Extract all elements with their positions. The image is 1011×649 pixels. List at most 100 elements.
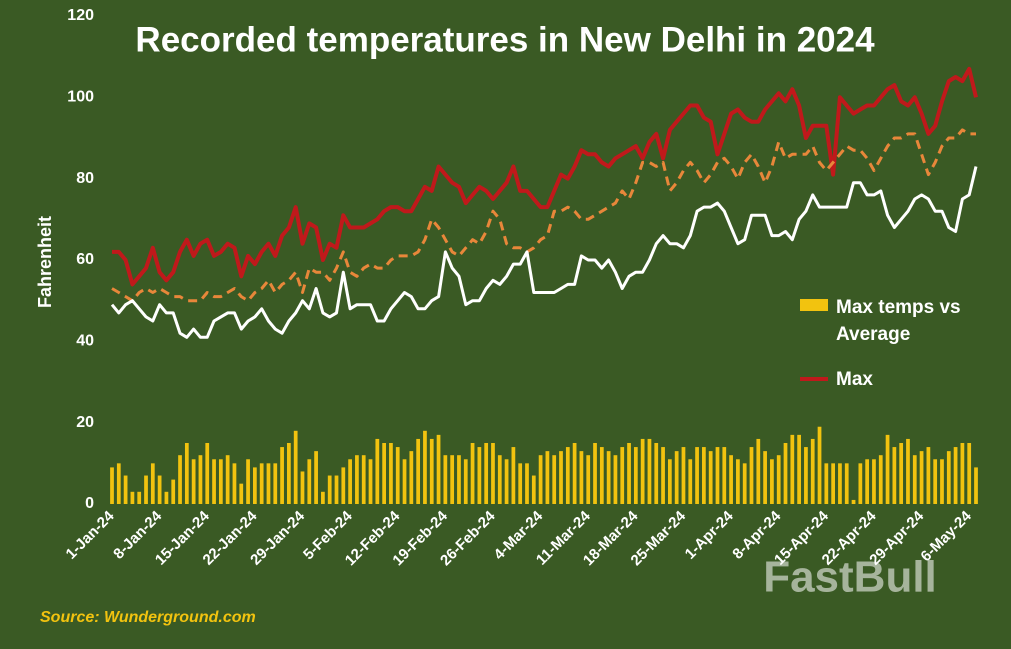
bar [756,438,761,504]
bar [538,455,543,504]
bar [933,459,938,504]
bar [348,459,352,504]
bar [899,443,904,504]
bar [749,447,754,504]
bar [382,443,386,504]
bar [674,451,679,504]
bar [606,451,611,504]
bar [259,463,264,504]
line [111,128,976,303]
bar [144,475,148,504]
bar [531,475,536,504]
bar [695,447,699,504]
bar [171,479,176,504]
y-tick-label: 80 [76,170,94,187]
bar [953,447,958,504]
bar [477,447,482,504]
y-tick-label: 20 [76,414,94,431]
bar [450,455,455,504]
x-tick-label: 1-Jan-24 [63,507,119,563]
bar [742,463,747,504]
bar [511,447,516,504]
bar [722,447,727,504]
bar [926,447,931,504]
y-tick-label: 60 [76,251,94,268]
bar [872,459,876,504]
bar [123,475,128,504]
bar [831,463,836,504]
bar [164,491,169,504]
bar [525,463,529,504]
bar [688,459,693,504]
bar [436,434,441,504]
bar [906,438,910,504]
bar [817,426,822,504]
bar [940,459,944,504]
bar [252,467,257,504]
bar [613,455,618,504]
bar [770,459,774,504]
bar [341,467,346,504]
bar [702,447,706,504]
bar [191,459,196,504]
bar [457,455,461,504]
bar [946,451,951,504]
bar [293,430,298,504]
bar [783,443,788,504]
bar [416,438,421,504]
bar [729,455,733,504]
bar [307,459,312,504]
bar [565,447,570,504]
bar [708,451,713,504]
legend-label: Max [836,369,873,390]
y-tick-label: 100 [67,89,94,106]
bar [804,447,808,504]
bar [246,459,250,504]
bar [280,447,284,504]
bar [627,443,631,504]
bar [776,455,781,504]
y-tick-label: 120 [67,7,94,24]
bar [504,459,509,504]
bar [552,455,557,504]
bar [559,451,563,504]
bar [198,455,203,504]
bar [654,443,659,504]
bar [389,443,393,504]
bar [130,491,135,504]
bar [633,447,638,504]
bar [205,443,210,504]
y-tick-label: 40 [76,333,94,350]
bar [287,443,291,504]
bar [402,459,407,504]
bar [681,447,686,504]
watermark: FastBull [763,553,937,602]
chart-title: Recorded temperatures in New Delhi in 20… [135,20,875,59]
line [112,66,978,287]
bar [545,451,550,504]
bar [225,455,230,504]
bar [266,463,271,504]
bar [810,438,815,504]
bar [157,475,162,504]
bar [892,447,897,504]
bar [838,463,842,504]
y-tick-label: 0 [85,495,94,512]
y-axis-label: Fahrenheit [35,216,55,308]
bar [878,455,883,504]
bar [178,455,182,504]
bar [327,475,332,504]
bar [912,455,917,504]
bar [463,459,468,504]
bar [300,471,305,504]
bar [484,443,489,504]
bar [314,451,318,504]
bar [518,463,523,504]
x-tick-label: 1-Apr-24 [682,507,738,563]
bar [321,491,325,504]
bar [212,459,216,504]
bar [355,455,359,504]
bar [586,455,591,504]
